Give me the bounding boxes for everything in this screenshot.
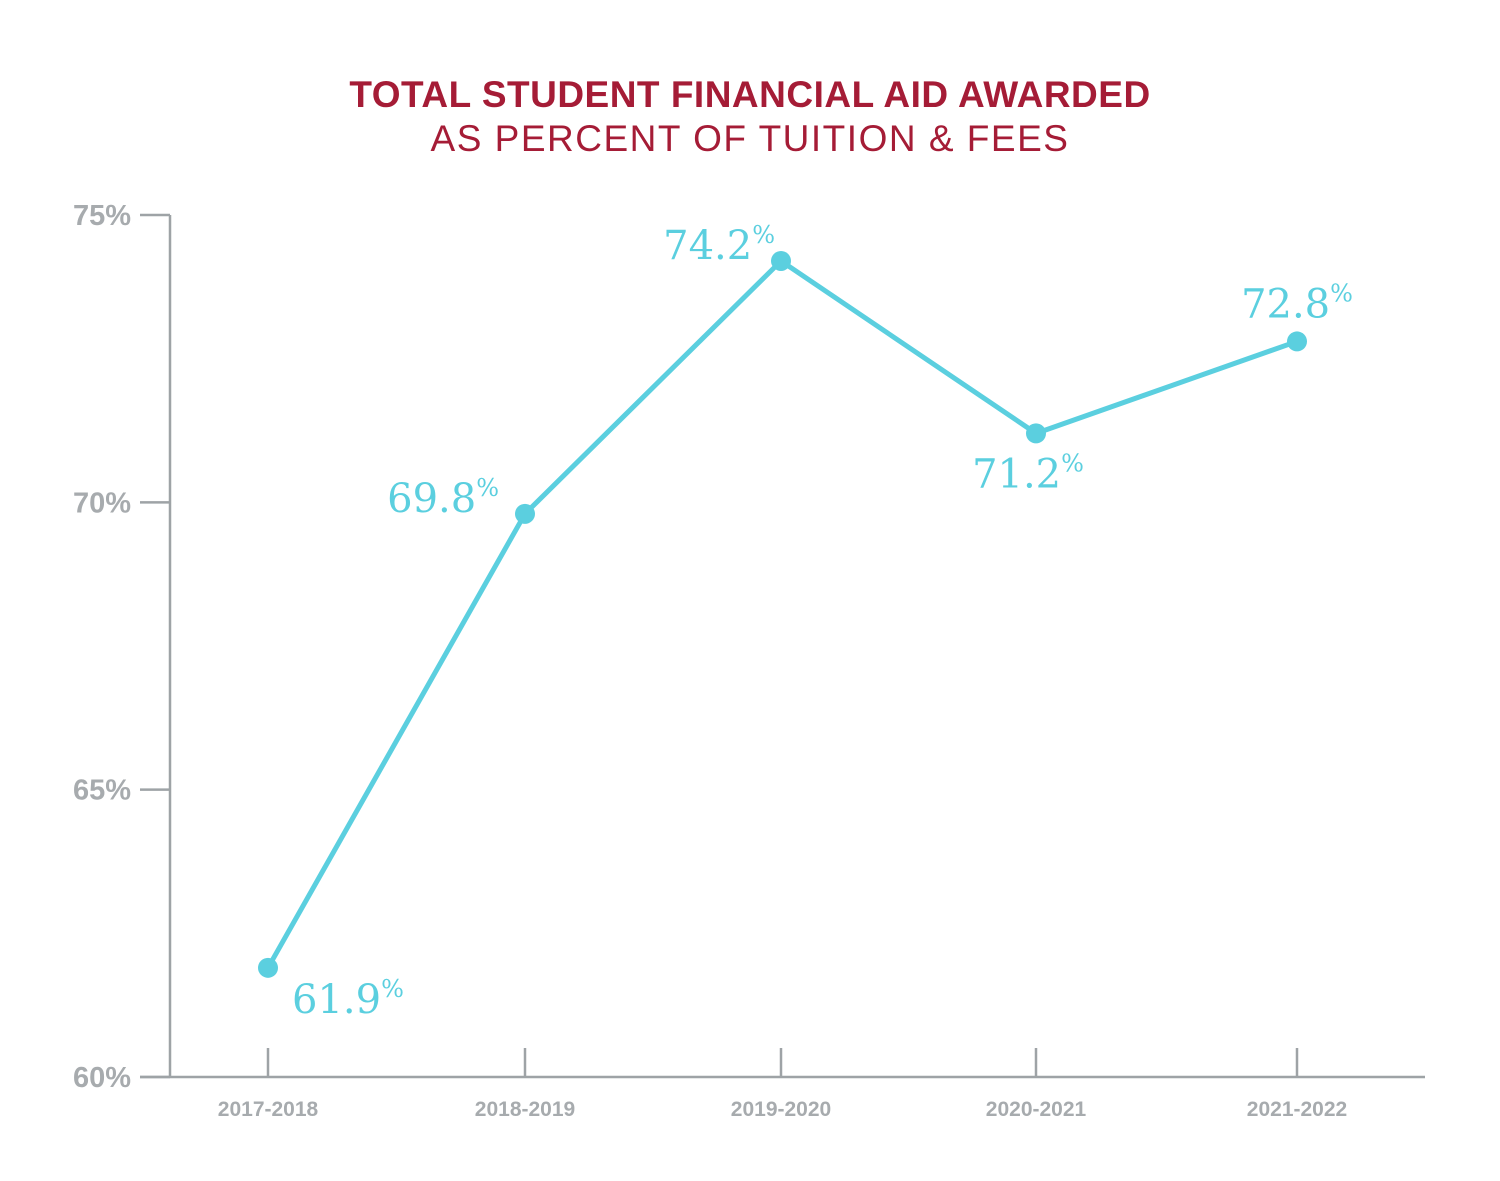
- data-label: 74.2%: [663, 221, 775, 269]
- data-label: 72.8%: [1241, 279, 1353, 327]
- y-tick-label: 70%: [73, 487, 131, 519]
- chart-subtitle: AS PERCENT OF TUITION & FEES: [430, 118, 1070, 159]
- y-tick-label: 75%: [73, 200, 131, 232]
- data-point: [771, 250, 791, 271]
- x-tick-label: 2017-2018: [218, 1098, 319, 1121]
- series-line: [265, 258, 1298, 970]
- data-point: [1026, 423, 1046, 444]
- data-point: [1287, 331, 1307, 352]
- data-point: [258, 957, 278, 978]
- data-label: 69.8%: [387, 474, 499, 522]
- x-tick-label: 2018-2019: [475, 1098, 575, 1121]
- x-tick-label: 2020-2021: [986, 1098, 1087, 1121]
- x-tick-label: 2021-2022: [1247, 1098, 1347, 1121]
- chart-title: TOTAL STUDENT FINANCIAL AID AWARDED: [349, 74, 1151, 115]
- y-tick-label: 60%: [73, 1062, 131, 1094]
- data-label: 61.9%: [292, 975, 404, 1023]
- x-tick-label: 2019-2020: [731, 1098, 831, 1121]
- y-tick-label: 65%: [73, 775, 131, 807]
- data-point: [515, 503, 535, 524]
- data-label: 71.2%: [972, 449, 1084, 497]
